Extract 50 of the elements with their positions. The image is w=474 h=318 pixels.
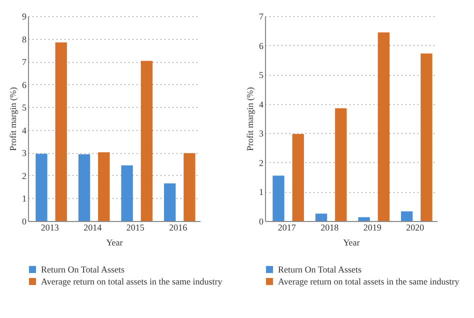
x-tick-label: 2017	[278, 222, 296, 232]
legend-label: Average return on total assets in the same industry	[278, 276, 460, 286]
bar	[36, 154, 48, 221]
legend-label: Average return on total assets in the same industry	[41, 276, 223, 286]
y-tick-label: 6	[22, 80, 27, 90]
y-tick-label: 9	[22, 12, 27, 22]
x-axis-title: Year	[343, 238, 360, 248]
x-tick-label: 2013	[40, 222, 60, 232]
y-tick-label: 0	[259, 216, 264, 226]
bar	[315, 214, 328, 221]
y-tick-label: 1	[22, 194, 26, 204]
bar	[292, 134, 304, 221]
x-tick-label: 2016	[169, 222, 188, 232]
y-tick-label: 7	[259, 12, 264, 22]
bar	[358, 217, 370, 221]
x-tick-label: 2018	[320, 222, 340, 232]
bar	[78, 154, 90, 221]
y-tick-label: 3	[22, 148, 27, 158]
y-tick-label: 7	[22, 57, 27, 68]
y-tick-label: 3	[259, 128, 264, 139]
y-tick-label: 6	[259, 40, 264, 51]
y-axis-title: Profit margin (%)	[8, 87, 18, 151]
bar	[121, 165, 133, 221]
y-tick-label: 0	[22, 216, 27, 226]
y-tick-label: 5	[259, 70, 264, 80]
y-tick-label: 8	[22, 34, 27, 44]
y-tick-label: 4	[22, 125, 27, 136]
y-tick-label: 1	[259, 187, 264, 198]
y-tick-label: 2	[22, 170, 26, 181]
bar	[164, 183, 176, 221]
bar	[140, 60, 153, 221]
y-tick-label: 2	[259, 158, 264, 168]
x-tick-label: 2015	[126, 222, 145, 232]
bar	[420, 53, 432, 221]
x-tick-label: 2019	[363, 222, 382, 232]
bar	[184, 153, 196, 221]
bar	[98, 152, 110, 221]
x-tick-label: 2014	[84, 222, 102, 232]
y-axis-title: Profit margin (%)	[245, 87, 255, 151]
bar	[272, 176, 284, 221]
bar	[400, 211, 413, 221]
bar	[378, 32, 390, 221]
legend-label: Return On Total Assets	[278, 264, 362, 274]
y-tick-label: 4	[259, 99, 264, 110]
x-tick-label: 2020	[406, 222, 425, 232]
legend-label: Return On Total Assets	[41, 264, 125, 274]
bar	[335, 108, 347, 221]
bar	[55, 42, 67, 221]
x-axis-title: Year	[106, 238, 123, 248]
y-tick-label: 5	[22, 102, 27, 113]
